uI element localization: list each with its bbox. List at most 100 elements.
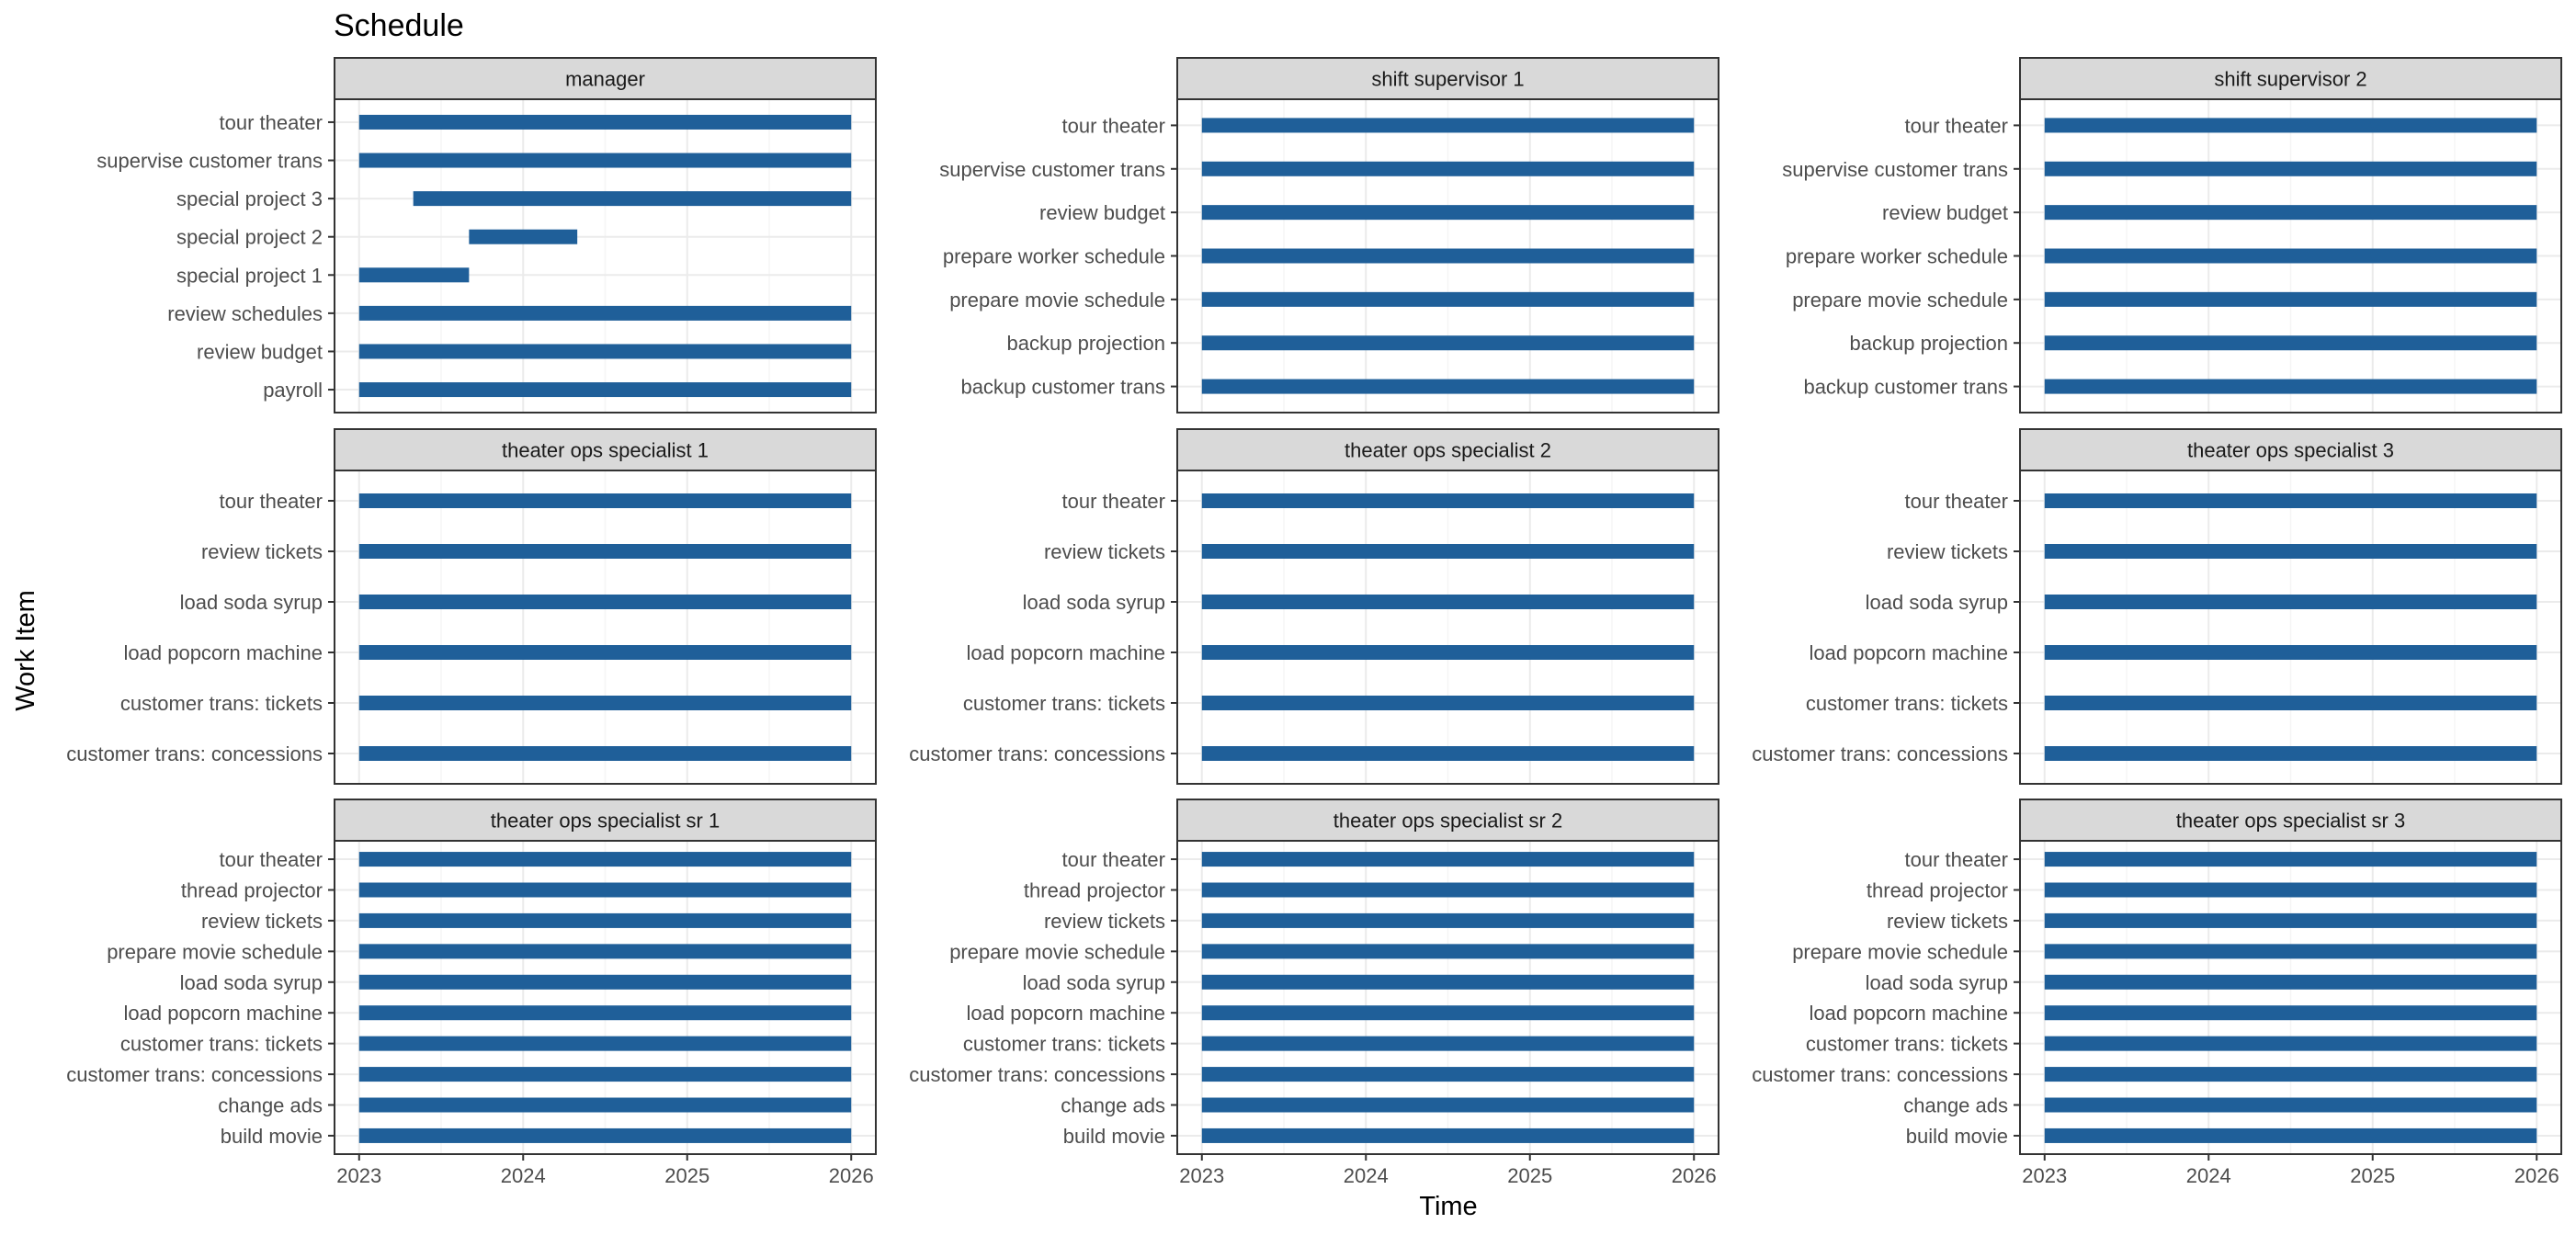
- facet-strip: [1176, 799, 1719, 842]
- x-tick-label: 2026: [1672, 1164, 1717, 1187]
- y-tick-label: build movie: [221, 1125, 323, 1148]
- task-bar: [2044, 944, 2537, 959]
- facet-panel: theater ops specialist 1 tour theater revi…: [66, 428, 877, 785]
- x-tick-label: 2024: [2186, 1164, 2231, 1187]
- y-tick-label: load soda syrup: [180, 591, 323, 614]
- y-tick-label: special project 3: [176, 187, 323, 210]
- y-tick-label: load soda syrup: [180, 971, 323, 994]
- task-bar: [1201, 882, 1695, 898]
- task-bar: [413, 191, 852, 207]
- task-bar: [2044, 493, 2537, 508]
- facet-panel: shift supervisor 1 tour theater supervise …: [939, 57, 1719, 414]
- task-bar: [358, 645, 852, 660]
- y-tick-label: load popcorn machine: [1810, 641, 2008, 664]
- y-tick-label: build movie: [1906, 1125, 2008, 1148]
- y-tick-label: review tickets: [1887, 540, 2008, 563]
- task-bar: [2044, 379, 2537, 394]
- task-bar: [358, 1097, 852, 1113]
- task-bar: [1201, 1005, 1695, 1021]
- y-tick-label: tour theater: [219, 848, 323, 871]
- y-tick-label: customer trans: tickets: [963, 692, 1165, 715]
- facet-strip-label: theater ops specialist sr 3: [2176, 810, 2405, 833]
- y-tick-label: review tickets: [201, 540, 323, 563]
- task-bar: [358, 944, 852, 959]
- chart-title: Schedule: [334, 8, 464, 43]
- y-tick-label: tour theater: [219, 111, 323, 134]
- task-bar: [358, 544, 852, 559]
- facet-strip-label: manager: [565, 68, 645, 91]
- y-tick-label: customer trans: tickets: [1806, 692, 2008, 715]
- x-tick-label: 2023: [1179, 1164, 1224, 1187]
- task-bar: [358, 852, 852, 867]
- task-bar: [1201, 291, 1695, 307]
- task-bar: [1201, 974, 1695, 990]
- y-tick-label: prepare worker schedule: [1786, 245, 2008, 268]
- panel-border: [1176, 98, 1719, 414]
- task-bar: [2044, 335, 2537, 351]
- y-tick-label: load popcorn machine: [1810, 1002, 2008, 1025]
- x-tick-label: 2023: [336, 1164, 381, 1187]
- facet-strip-label: theater ops specialist 1: [502, 439, 709, 462]
- task-bar: [1201, 161, 1695, 176]
- task-bar: [2044, 746, 2537, 761]
- y-tick-label: load popcorn machine: [967, 641, 1165, 664]
- y-tick-label: customer trans: concessions: [66, 1063, 323, 1086]
- y-tick-label: customer trans: concessions: [66, 742, 323, 765]
- y-tick-label: tour theater: [1904, 114, 2008, 137]
- y-tick-label: load popcorn machine: [967, 1002, 1165, 1025]
- x-tick-label: 2024: [1344, 1164, 1389, 1187]
- task-bar: [1201, 379, 1695, 394]
- task-bar: [1201, 1127, 1695, 1143]
- facet-strip-label: shift supervisor 2: [2214, 68, 2366, 91]
- task-bar: [358, 344, 852, 359]
- y-tick-label: prepare movie schedule: [949, 289, 1165, 312]
- task-bar: [1201, 1067, 1695, 1082]
- task-bar: [358, 305, 852, 321]
- y-tick-label: customer trans: concessions: [909, 742, 1165, 765]
- y-tick-label: special project 2: [176, 226, 323, 249]
- facet-panel: theater ops specialist sr 3 tour theater t…: [1752, 799, 2562, 1187]
- y-tick-label: supervise customer trans: [1782, 158, 2008, 181]
- y-tick-label: change ads: [1903, 1094, 2008, 1117]
- task-bar: [2044, 595, 2537, 609]
- facet-strip-label: theater ops specialist sr 1: [491, 810, 720, 833]
- facet-strip-label: theater ops specialist sr 2: [1333, 810, 1562, 833]
- y-tick-label: review tickets: [1044, 910, 1165, 933]
- x-tick-label: 2024: [501, 1164, 546, 1187]
- y-tick-label: review budget: [1039, 201, 1165, 224]
- task-bar: [469, 229, 578, 244]
- y-tick-label: load popcorn machine: [124, 641, 323, 664]
- x-tick-label: 2026: [2514, 1164, 2559, 1187]
- y-tick-label: review tickets: [201, 910, 323, 933]
- task-bar: [358, 912, 852, 928]
- task-bar: [1201, 544, 1695, 559]
- task-bar: [358, 382, 852, 398]
- y-tick-label: tour theater: [219, 490, 323, 513]
- facet-strip: [334, 799, 877, 842]
- y-tick-label: customer trans: concessions: [1752, 1063, 2008, 1086]
- y-axis-title: Work Item: [11, 590, 40, 711]
- facet-strip: [1176, 428, 1719, 471]
- y-tick-label: prepare movie schedule: [1792, 940, 2008, 963]
- task-bar: [1201, 248, 1695, 264]
- y-tick-label: supervise customer trans: [939, 158, 1165, 181]
- task-bar: [358, 974, 852, 990]
- facet-strip: [1176, 57, 1719, 100]
- facet-strip: [334, 428, 877, 471]
- y-tick-label: load popcorn machine: [124, 1002, 323, 1025]
- panel-border: [2019, 840, 2562, 1155]
- task-bar: [2044, 1036, 2537, 1051]
- y-tick-label: thread projector: [181, 878, 323, 901]
- facet-panel: shift supervisor 2 tour theater supervise …: [1782, 57, 2562, 414]
- x-tick-label: 2023: [2022, 1164, 2067, 1187]
- y-tick-label: change ads: [1061, 1094, 1165, 1117]
- task-bar: [1201, 595, 1695, 609]
- task-bar: [2044, 852, 2537, 867]
- task-bar: [2044, 1005, 2537, 1021]
- task-bar: [1201, 205, 1695, 221]
- task-bar: [1201, 912, 1695, 928]
- task-bar: [2044, 696, 2537, 710]
- y-tick-label: review tickets: [1887, 910, 2008, 933]
- facet-panel: theater ops specialist 2 tour theater revi…: [909, 428, 1719, 785]
